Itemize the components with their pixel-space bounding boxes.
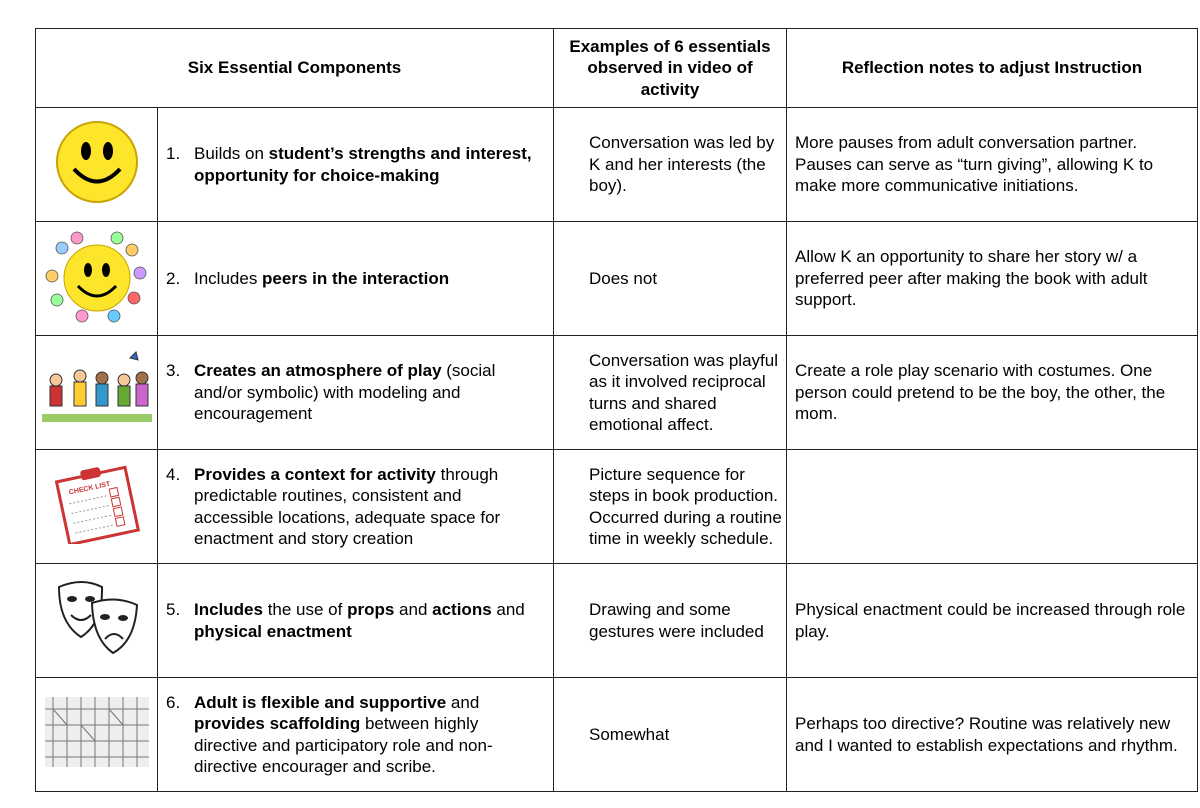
reflection-cell: Allow K an opportunity to share her stor… bbox=[786, 221, 1198, 336]
table-row: 5. Includes the use of props and actions … bbox=[35, 563, 1198, 678]
children-playing-icon bbox=[35, 335, 158, 450]
item-number: 3. bbox=[166, 361, 181, 381]
text-segment: through predictable routines, consistent… bbox=[194, 464, 501, 549]
component-text: Creates an atmosphere of play (social an… bbox=[194, 360, 545, 425]
checklist-clipboard-icon: CHECK LIST bbox=[35, 449, 158, 564]
example-cell: Picture sequence for steps in book produ… bbox=[553, 449, 787, 564]
reflection-cell: Physical enactment could be increased th… bbox=[786, 563, 1198, 678]
bold-text-segment: Includes bbox=[194, 600, 263, 619]
text-segment: and bbox=[491, 600, 525, 619]
table-row: 6. Adult is flexible and supportive and p… bbox=[35, 677, 1198, 792]
bold-text-segment: props bbox=[347, 600, 395, 619]
table-row: 2. Includes peers in the interaction Does… bbox=[35, 221, 1198, 336]
text-segment: (social and/or symbolic) with modeling a… bbox=[194, 361, 496, 424]
reflection-cell: Perhaps too directive? Routine was relat… bbox=[786, 677, 1198, 792]
component-text: Builds on student’s strengths and intere… bbox=[194, 143, 545, 186]
bold-text-segment: Adult is flexible and supportive bbox=[194, 692, 447, 712]
example-cell: Somewhat bbox=[553, 677, 787, 792]
bold-text-segment: student’s strengths and interest, opport… bbox=[194, 144, 532, 185]
item-number: 4. bbox=[166, 464, 181, 484]
item-number: 2. bbox=[166, 268, 181, 288]
text-segment: and bbox=[446, 692, 480, 712]
item-number: 6. bbox=[166, 692, 181, 712]
item-number: 5. bbox=[166, 600, 181, 619]
example-cell: Conversation was led by K and her intere… bbox=[553, 107, 787, 222]
header-row: Six Essential Components Examples of 6 e… bbox=[35, 28, 1198, 108]
text-segment: the use of bbox=[262, 600, 348, 619]
text-segment: between highly directive and participato… bbox=[194, 714, 493, 776]
essential-components-table: Six Essential Components Examples of 6 e… bbox=[35, 28, 1198, 792]
component-text: Includes the use of props and actions an… bbox=[194, 599, 545, 642]
component-text: Provides a context for activity through … bbox=[194, 464, 545, 550]
component-text: Includes peers in the interaction bbox=[194, 268, 449, 290]
example-cell: Does not bbox=[553, 221, 787, 336]
theater-masks-icon bbox=[35, 563, 158, 678]
bold-text-segment: actions bbox=[432, 600, 492, 619]
component-text: Adult is flexible and supportive and pro… bbox=[194, 692, 545, 778]
reflection-cell bbox=[786, 449, 1198, 564]
smiley-face-icon bbox=[35, 107, 158, 222]
reflection-cell: Create a role play scenario with costume… bbox=[786, 335, 1198, 450]
example-cell: Drawing and some gestures were included bbox=[553, 563, 787, 678]
text-segment: Includes bbox=[194, 268, 263, 288]
scaffolding-icon bbox=[35, 677, 158, 792]
text-segment: and bbox=[394, 600, 433, 619]
reflection-cell: More pauses from adult conversation part… bbox=[786, 107, 1198, 222]
text-segment: Builds on bbox=[194, 144, 269, 163]
table-row: CHECK LIST 4. Provides a context for acti… bbox=[35, 449, 1198, 564]
bold-text-segment: physical enactment bbox=[194, 621, 352, 641]
bold-text-segment: peers in the interaction bbox=[262, 268, 450, 288]
header-components: Six Essential Components bbox=[35, 28, 554, 108]
table-row: 1. Builds on student’s strengths and inte… bbox=[35, 107, 1198, 222]
bold-text-segment: Provides a context for activity bbox=[194, 464, 436, 484]
table-row: 3. Creates an atmosphere of play (social … bbox=[35, 335, 1198, 450]
header-examples: Examples of 6 essentials observed in vid… bbox=[553, 28, 787, 108]
item-number: 1. bbox=[166, 144, 181, 163]
bold-text-segment: Creates an atmosphere of play bbox=[194, 361, 442, 381]
header-reflection: Reflection notes to adjust Instruction bbox=[786, 28, 1198, 108]
smiley-group-icon bbox=[35, 221, 158, 336]
example-cell: Conversation was playful as it involved … bbox=[553, 335, 787, 450]
bold-text-segment: provides scaffolding bbox=[194, 714, 361, 733]
